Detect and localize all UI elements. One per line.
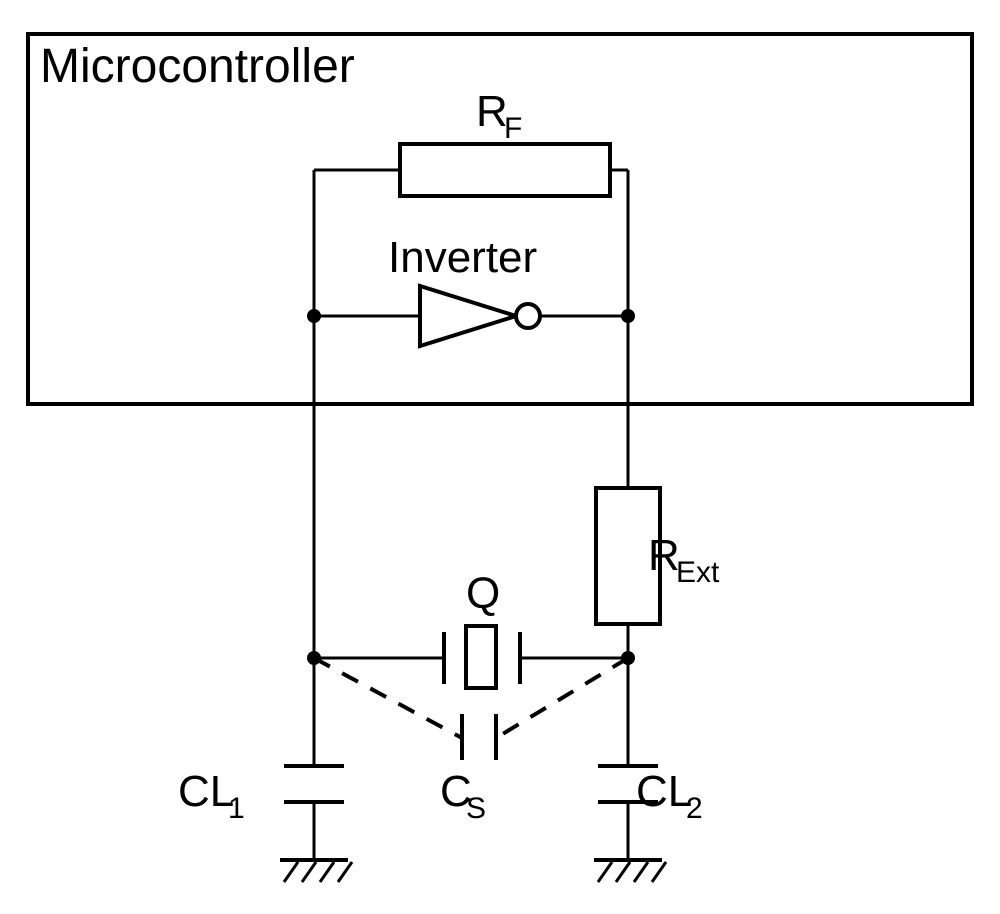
label-cs-sub: S — [466, 792, 486, 825]
rf-resistor — [400, 144, 610, 196]
ground-right-hatch — [634, 862, 648, 882]
node-nL_top — [307, 309, 321, 323]
inverter-triangle — [420, 286, 516, 346]
node-nR_top — [621, 309, 635, 323]
ground-right-hatch — [598, 862, 612, 882]
circuit-diagram: MicrocontrollerRFInverterRExtQCL1CSCL2 — [0, 0, 1000, 914]
schematic-root: MicrocontrollerRFInverterRExtQCL1CSCL2 — [28, 34, 972, 882]
inverter-bubble — [516, 304, 540, 328]
label-inverter: Inverter — [388, 233, 537, 282]
ground-right-hatch — [652, 862, 666, 882]
label-cl1-sub: 1 — [228, 792, 245, 825]
label-cl2-sub: 2 — [686, 792, 703, 825]
label-rf-sub: F — [504, 112, 522, 145]
crystal-body — [466, 626, 496, 688]
wire-cs-dash-left — [314, 658, 462, 738]
ground-left-hatch — [284, 862, 298, 882]
ground-left-hatch — [320, 862, 334, 882]
label-q: Q — [466, 569, 500, 618]
node-nR_mid — [621, 651, 635, 665]
ground-left-hatch — [302, 862, 316, 882]
label-rext: R — [648, 531, 680, 580]
label-cl2: CL — [636, 767, 692, 816]
label-cl1: CL — [178, 767, 234, 816]
label-rext-sub: Ext — [676, 556, 720, 589]
label-rf: R — [476, 87, 508, 136]
ground-left-hatch — [338, 862, 352, 882]
ground-right-hatch — [616, 862, 630, 882]
label-mcu: Microcontroller — [40, 40, 355, 93]
node-nL_mid — [307, 651, 321, 665]
wire-cs-dash-right — [496, 658, 628, 738]
